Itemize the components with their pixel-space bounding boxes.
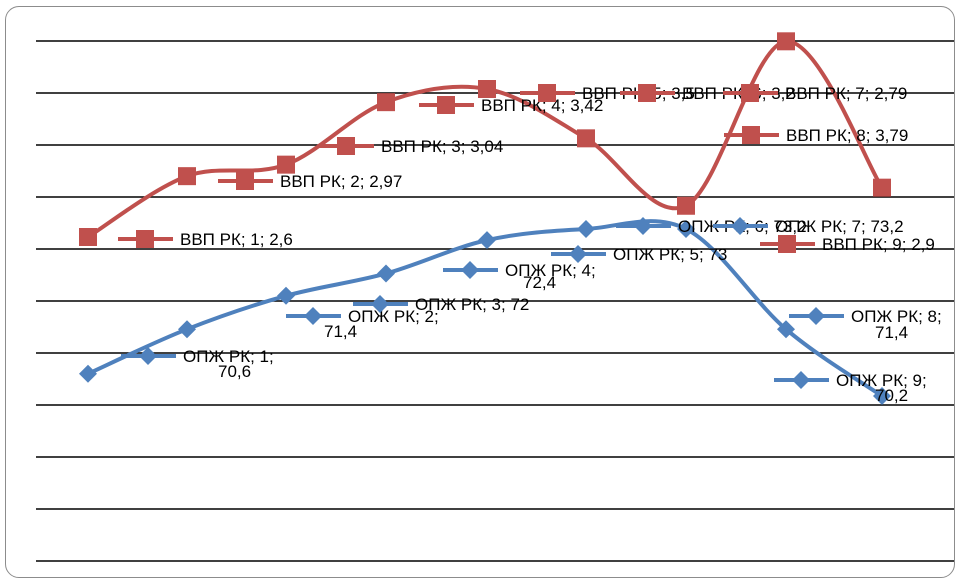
data-label-value: 70,2 (875, 386, 908, 405)
series-line (86, 39, 884, 239)
data-point-marker (377, 93, 395, 112)
data-point-marker (377, 264, 395, 283)
data-label-text: ВВП РК; 2; 2,97 (280, 172, 402, 191)
data-label: ВВП РК; 9; 2,9 (760, 235, 935, 254)
data-point-marker (337, 137, 355, 155)
data-point-marker (277, 286, 295, 305)
data-label-text: ВВП РК; 8; 3,79 (786, 126, 908, 145)
data-label-text: ОПЖ РК; 3; 72 (415, 295, 529, 314)
data-label: ВВП РК; 8; 3,79 (724, 126, 908, 145)
data-point-marker (677, 220, 695, 238)
data-label: ВВП РК; 2; 2,97 (218, 172, 402, 191)
data-label-text: ОПЖ РК; 5; 73 (613, 245, 727, 264)
data-point-marker (478, 231, 496, 250)
data-point-marker (792, 371, 810, 389)
data-point-marker (638, 84, 656, 102)
data-point-marker (777, 32, 795, 51)
data-point-marker (79, 364, 97, 383)
data-point-marker (79, 228, 97, 246)
data-label-text: ОПЖ РК; 1; (183, 347, 274, 366)
data-point-marker (634, 217, 652, 235)
data-label-text: ОПЖ РК; 7; 73,2 (775, 217, 904, 236)
data-label-text: ОПЖ РК; 8; (851, 307, 942, 326)
data-label-text: ВВП РК; 9; 2,9 (822, 235, 935, 254)
chart-frame: ВВП РК; 1; 2,6 ВВП РК; 2; 2,97 ВВП РК; 3; … (5, 6, 955, 578)
data-point-marker (577, 220, 595, 238)
data-point-marker (461, 261, 479, 279)
data-point-marker (136, 230, 154, 248)
data-point-marker (371, 295, 389, 313)
data-label-text: ОПЖ РК; 9; (836, 371, 927, 390)
data-point-marker (437, 96, 455, 114)
data-label-text: ВВП РК; 7; 2,79 (785, 84, 907, 103)
data-label: ОПЖ РК; 2;71,4 (286, 307, 439, 341)
data-point-marker (178, 167, 196, 186)
data-point-marker (677, 196, 695, 215)
data-label-text: ВВП РК; 1; 2,6 (180, 230, 293, 249)
data-point-marker (304, 307, 322, 325)
data-label-text: ОПЖ РК; 2; (348, 307, 439, 326)
data-label: ОПЖ РК; 1;70,6 (121, 347, 274, 381)
data-point-marker (731, 217, 749, 235)
data-label: ВВП РК; 7; 2,79 (723, 84, 907, 103)
data-point-marker (178, 320, 196, 339)
data-label: ОПЖ РК; 3; 72 (353, 295, 529, 314)
data-label: ВВП РК; 3; 3,04 (319, 137, 503, 156)
data-label: ОПЖ РК; 7; 73,2 (713, 217, 904, 236)
data-point-marker (478, 80, 496, 98)
data-label: ОПЖ РК; 8;71,4 (789, 307, 942, 342)
data-labels: ВВП РК; 1; 2,6 ВВП РК; 2; 2,97 ВВП РК; 3; … (118, 84, 942, 405)
data-label-value: 71,4 (875, 323, 908, 342)
data-point-marker (742, 126, 760, 144)
data-point-marker (236, 172, 254, 190)
gridlines (36, 40, 954, 562)
data-label: ВВП РК; 1; 2,6 (118, 230, 293, 249)
data-point-marker (873, 178, 891, 197)
data-label-value: 70,6 (218, 362, 251, 381)
data-label-value: 72,4 (523, 273, 556, 292)
data-point-marker (277, 155, 295, 174)
data-point-marker (538, 84, 556, 102)
data-label: ОПЖ РК; 9;70,2 (774, 371, 927, 405)
data-point-marker (777, 320, 795, 339)
line-chart: ВВП РК; 1; 2,6 ВВП РК; 2; 2,97 ВВП РК; 3; … (36, 32, 954, 562)
data-label-text: ВВП РК; 3; 3,04 (381, 137, 503, 156)
data-point-marker (778, 235, 796, 253)
data-point-marker (807, 307, 825, 325)
series-markers (79, 32, 891, 405)
data-point-marker (577, 129, 595, 148)
data-label-value: 71,4 (324, 322, 357, 341)
data-point-marker (569, 245, 587, 263)
data-label: ВВП РК; 4; 3,42 (419, 96, 603, 115)
data-point-marker (873, 387, 891, 405)
data-point-marker (139, 347, 157, 365)
data-point-marker (741, 84, 759, 102)
data-label: ОПЖ РК; 4;72,4 (443, 261, 596, 292)
data-label: ОПЖ РК; 5; 73 (551, 245, 727, 264)
data-label-text: ОПЖ РК; 4; (505, 261, 596, 280)
data-label-text: ВВП РК; 4; 3,42 (481, 96, 603, 115)
